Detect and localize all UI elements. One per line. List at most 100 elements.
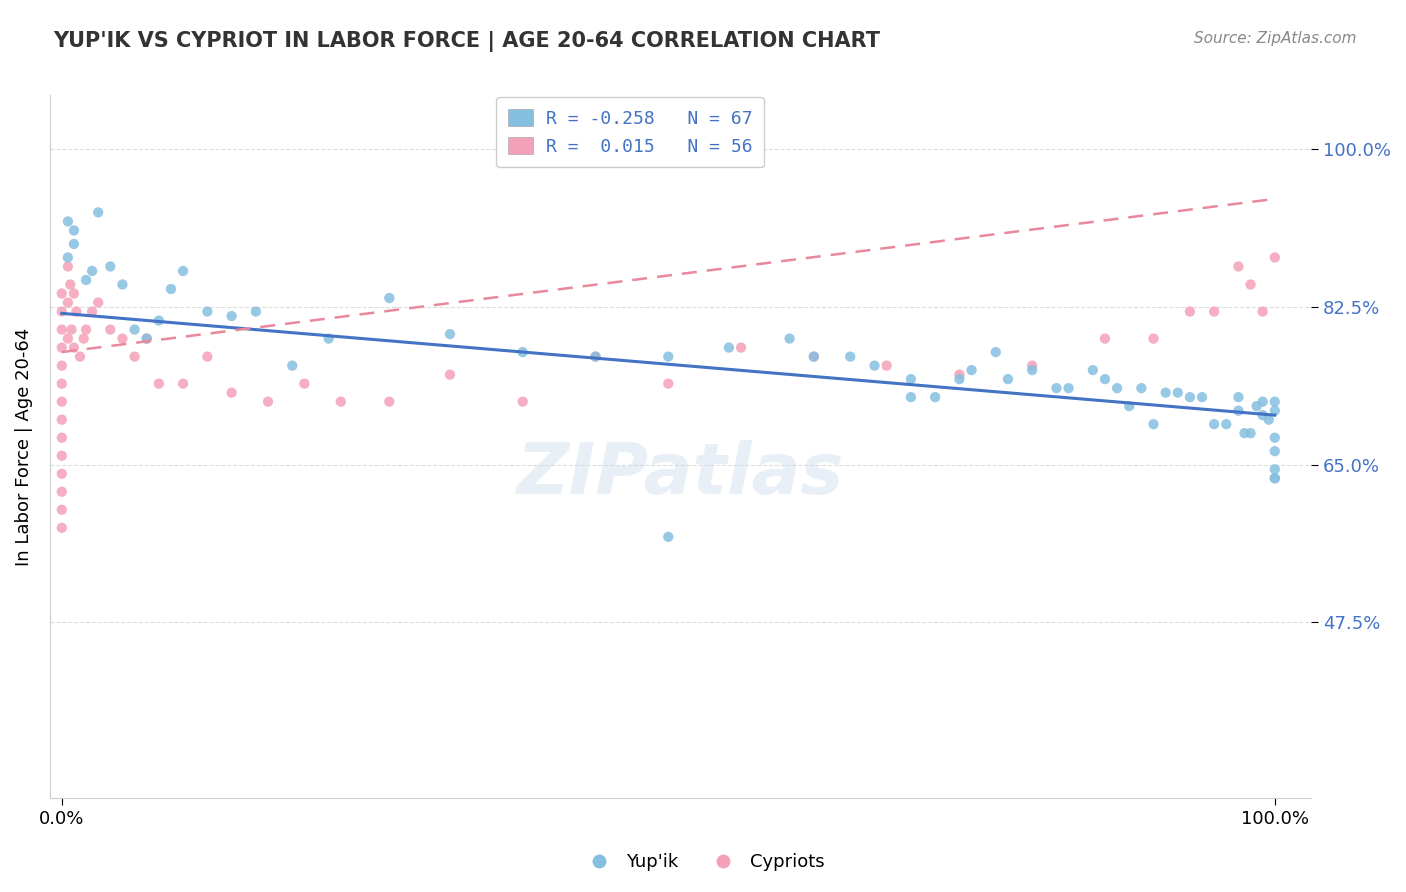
Point <box>135 332 157 346</box>
Point <box>56 251 79 265</box>
Point <box>1021 363 1043 377</box>
Point <box>948 368 970 382</box>
Point <box>51 286 73 301</box>
Point <box>1045 381 1067 395</box>
Point <box>1142 417 1164 432</box>
Point <box>56 214 79 228</box>
Point <box>51 412 73 426</box>
Point <box>51 304 73 318</box>
Point <box>56 332 79 346</box>
Point <box>779 332 801 346</box>
Point <box>72 332 94 346</box>
Point <box>1215 417 1237 432</box>
Point <box>51 503 73 517</box>
Point <box>512 394 534 409</box>
Point <box>172 264 194 278</box>
Point <box>1264 462 1286 476</box>
Point <box>378 291 401 305</box>
Point <box>1021 359 1043 373</box>
Point <box>221 309 243 323</box>
Point <box>900 390 922 404</box>
Point <box>863 359 886 373</box>
Point <box>51 394 73 409</box>
Point <box>1118 399 1140 413</box>
Point <box>318 332 340 346</box>
Point <box>51 467 73 481</box>
Point <box>1057 381 1080 395</box>
Point <box>195 304 218 318</box>
Point <box>51 341 73 355</box>
Point <box>51 484 73 499</box>
Point <box>82 264 104 278</box>
Point <box>1107 381 1129 395</box>
Point <box>98 322 121 336</box>
Point <box>439 327 461 342</box>
Point <box>135 332 157 346</box>
Point <box>439 368 461 382</box>
Point <box>148 313 170 327</box>
Text: Source: ZipAtlas.com: Source: ZipAtlas.com <box>1194 31 1357 46</box>
Point <box>63 223 86 237</box>
Point <box>378 394 401 409</box>
Point <box>51 521 73 535</box>
Point <box>717 341 740 355</box>
Point <box>948 372 970 386</box>
Point <box>1239 426 1261 441</box>
Point <box>221 385 243 400</box>
Point <box>585 350 607 364</box>
Point <box>1264 444 1286 458</box>
Point <box>1239 277 1261 292</box>
Point <box>329 394 352 409</box>
Point <box>585 350 607 364</box>
Point <box>1257 412 1279 426</box>
Point <box>1264 394 1286 409</box>
Point <box>124 350 146 364</box>
Point <box>65 304 87 318</box>
Point <box>1264 471 1286 485</box>
Point <box>1264 403 1286 417</box>
Point <box>75 322 97 336</box>
Point <box>997 372 1019 386</box>
Point <box>1227 260 1250 274</box>
Point <box>1178 390 1201 404</box>
Point <box>124 322 146 336</box>
Point <box>803 350 825 364</box>
Point <box>924 390 946 404</box>
Point <box>1251 304 1274 318</box>
Point <box>1264 251 1286 265</box>
Point <box>292 376 315 391</box>
Point <box>82 304 104 318</box>
Point <box>63 341 86 355</box>
Point <box>1094 332 1116 346</box>
Point <box>172 376 194 391</box>
Point <box>657 350 679 364</box>
Point <box>1251 394 1274 409</box>
Point <box>657 530 679 544</box>
Point <box>75 273 97 287</box>
Point <box>839 350 862 364</box>
Point <box>111 277 134 292</box>
Point <box>1167 385 1189 400</box>
Point <box>803 350 825 364</box>
Point <box>195 350 218 364</box>
Point <box>657 376 679 391</box>
Point <box>63 236 86 251</box>
Point <box>160 282 183 296</box>
Point <box>51 322 73 336</box>
Y-axis label: In Labor Force | Age 20-64: In Labor Force | Age 20-64 <box>15 327 32 566</box>
Point <box>60 322 83 336</box>
Point <box>1227 403 1250 417</box>
Point <box>512 345 534 359</box>
Point <box>56 295 79 310</box>
Point <box>730 341 752 355</box>
Point <box>69 350 91 364</box>
Point <box>87 295 110 310</box>
Point <box>51 376 73 391</box>
Point <box>1178 304 1201 318</box>
Point <box>1246 399 1268 413</box>
Point <box>960 363 983 377</box>
Point <box>281 359 304 373</box>
Point <box>1130 381 1153 395</box>
Point <box>111 332 134 346</box>
Point <box>245 304 267 318</box>
